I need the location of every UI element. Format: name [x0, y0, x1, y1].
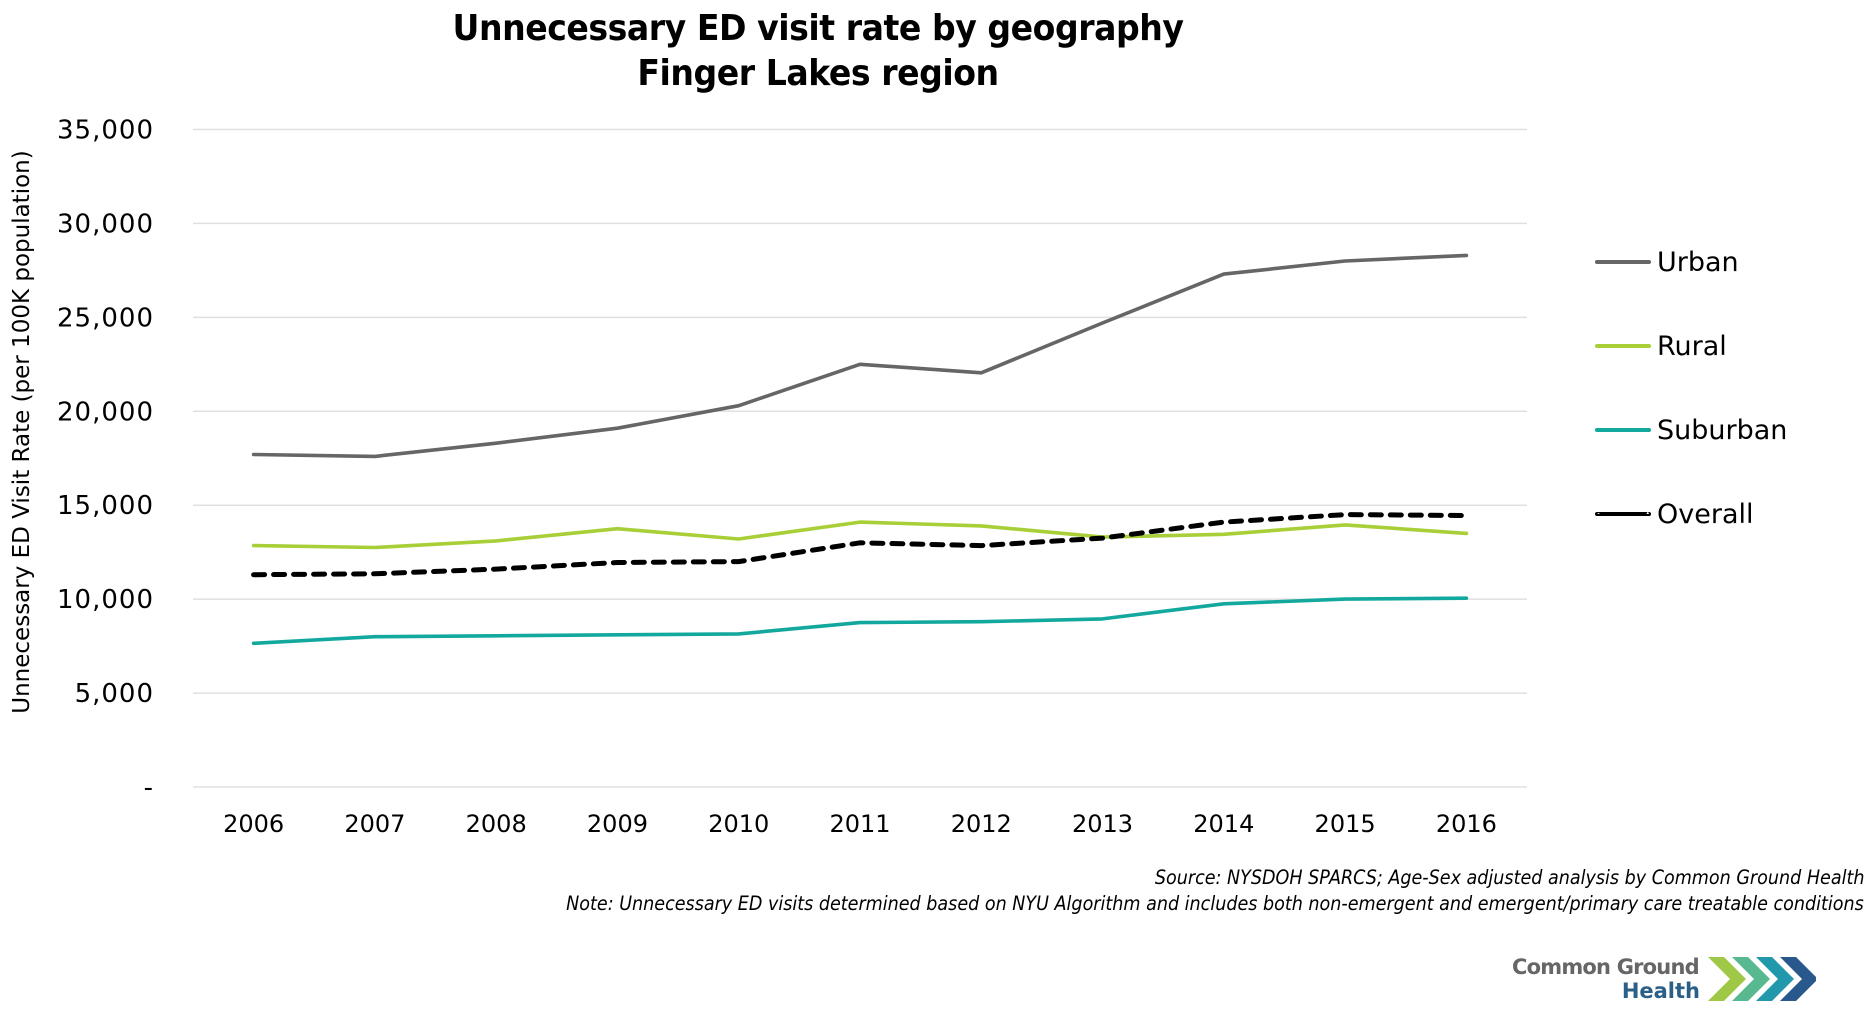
legend-swatch-suburban — [1595, 428, 1651, 432]
x-tick-label: 2008 — [466, 810, 527, 838]
x-tick-label: 2014 — [1193, 810, 1254, 838]
chart-title: Unnecessary ED visit rate by geography — [452, 8, 1184, 49]
x-tick-label: 2006 — [223, 810, 284, 838]
series-line-overall — [251, 512, 1469, 578]
x-tick-label: 2011 — [829, 810, 890, 838]
legend-item-overall: Overall — [1595, 496, 1754, 532]
y-axis-title: Unnecessary ED Visit Rate (per 100K popu… — [9, 150, 35, 714]
chevron-arrows-icon — [1708, 957, 1816, 1001]
x-tick-label: 2015 — [1315, 810, 1376, 838]
x-axis-ticks: 2006 2007 2008 2009 2010 2011 2012 2013 2014 2015… — [223, 810, 1497, 838]
x-tick-label: 2016 — [1436, 810, 1497, 838]
legend-label-rural: Rural — [1657, 330, 1727, 362]
y-tick-label: 20,000 — [57, 397, 154, 427]
logo-text-health: Health — [1621, 979, 1700, 1003]
x-tick-label: 2012 — [951, 810, 1012, 838]
legend-swatch-overall — [1595, 512, 1651, 516]
x-tick-label: 2009 — [587, 810, 648, 838]
legend-swatch-urban — [1595, 260, 1651, 264]
y-tick-label: 5,000 — [75, 679, 154, 709]
series-lines — [251, 253, 1469, 646]
y-tick-label: 35,000 — [57, 116, 154, 146]
x-tick-label: 2007 — [344, 810, 405, 838]
x-tick-label: 2013 — [1072, 810, 1133, 838]
legend-swatch-rural — [1595, 344, 1651, 348]
logo-chevron — [1732, 957, 1770, 1001]
logo-chevron — [1780, 957, 1816, 1001]
x-tick-label: 2010 — [708, 810, 769, 838]
legend-label-overall: Overall — [1657, 498, 1754, 530]
source-note: Source: NYSDOH SPARCS; Age-Sex adjusted … — [1154, 866, 1864, 889]
series-line-suburban — [251, 596, 1469, 646]
legend-item-urban: Urban — [1595, 244, 1739, 280]
legend-item-suburban: Suburban — [1595, 412, 1787, 448]
gridlines — [193, 128, 1527, 788]
series-line-urban — [251, 253, 1469, 459]
common-ground-health-logo: Common Ground Health — [1508, 953, 1818, 1009]
legend-label-urban: Urban — [1657, 246, 1739, 278]
method-note: Note: Unnecessary ED visits determined b… — [566, 892, 1864, 915]
y-tick-label: 15,000 — [57, 491, 154, 521]
y-tick-label: - — [144, 773, 154, 803]
legend-label-suburban: Suburban — [1657, 414, 1788, 446]
logo-chevron — [1756, 957, 1794, 1001]
chart-subtitle: Finger Lakes region — [637, 53, 999, 94]
legend-item-rural: Rural — [1595, 328, 1727, 364]
logo-chevron — [1708, 957, 1746, 1001]
series-line-rural — [251, 520, 1469, 550]
y-tick-label: 25,000 — [57, 303, 154, 333]
y-tick-label: 30,000 — [57, 209, 154, 239]
y-axis-ticks: - 5,000 10,000 15,000 20,000 25,000 30,000 35,0… — [57, 116, 154, 804]
logo-text-common-ground: Common Ground — [1512, 955, 1700, 979]
y-tick-label: 10,000 — [57, 585, 154, 615]
